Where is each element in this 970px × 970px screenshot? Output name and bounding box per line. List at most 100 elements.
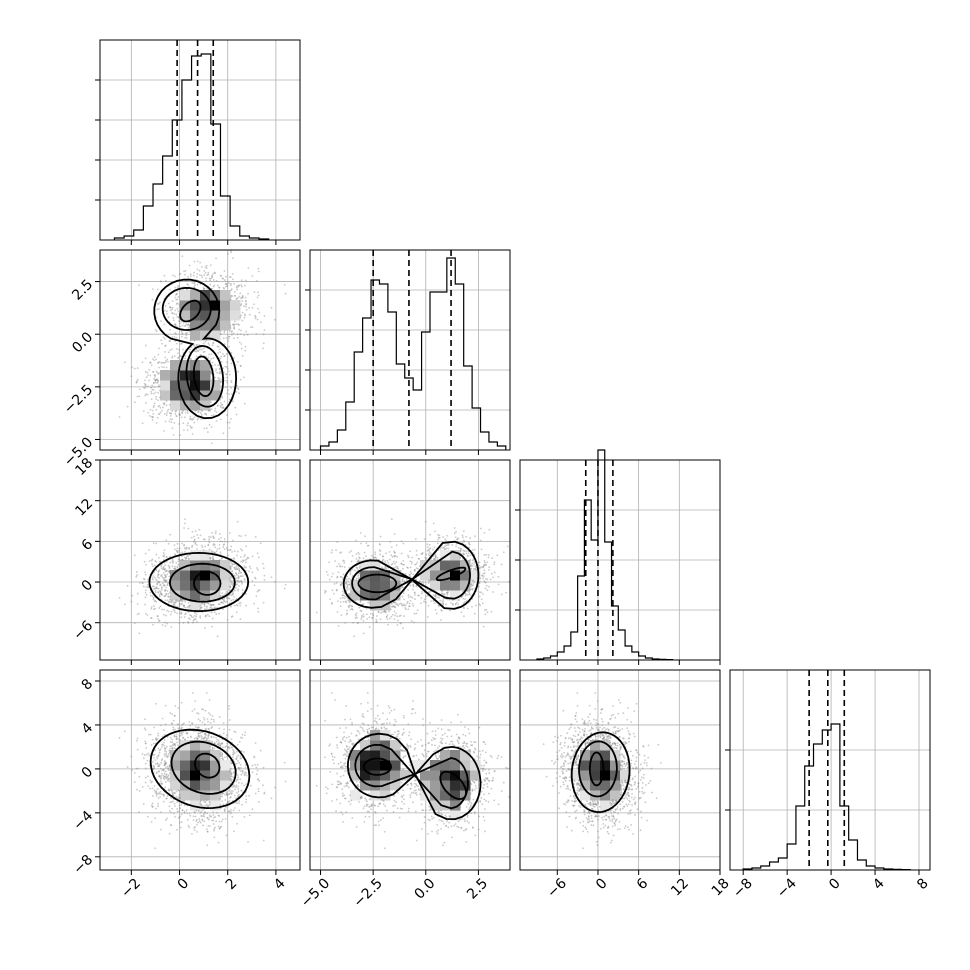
sample-point	[185, 557, 188, 560]
sample-point	[343, 561, 346, 564]
panel-frame	[309, 459, 511, 661]
sample-point	[171, 807, 174, 810]
sample-point	[594, 707, 597, 710]
sample-point	[203, 801, 206, 804]
sample-point	[225, 372, 228, 375]
sample-point	[149, 617, 152, 619]
sample-point	[457, 603, 460, 606]
sample-point	[466, 607, 469, 610]
sample-point	[178, 412, 181, 415]
sample-point	[592, 727, 594, 730]
sample-point	[225, 792, 228, 795]
sample-point	[237, 550, 239, 553]
sample-point	[469, 585, 472, 588]
sample-point	[403, 750, 406, 752]
sample-point	[408, 573, 411, 576]
sample-point	[374, 717, 377, 720]
sample-point	[224, 379, 227, 382]
sample-point	[245, 798, 248, 801]
sample-point	[222, 758, 225, 761]
density-cell	[380, 750, 391, 761]
sample-point	[218, 286, 221, 289]
sample-point	[255, 333, 258, 335]
sample-point	[163, 568, 166, 571]
sample-point	[243, 559, 245, 562]
sample-point	[421, 753, 424, 755]
sample-point	[545, 775, 548, 778]
sample-point	[144, 718, 146, 721]
sample-point	[347, 782, 349, 785]
sample-point	[634, 781, 636, 784]
sample-point	[588, 812, 591, 814]
sample-point	[164, 723, 167, 726]
sample-point	[190, 358, 193, 361]
sample-point	[191, 546, 193, 548]
sample-point	[165, 753, 168, 756]
density-cell	[620, 770, 631, 781]
sample-point	[502, 781, 505, 784]
sample-point	[401, 800, 403, 803]
sample-point	[178, 566, 181, 568]
sample-point	[207, 720, 209, 723]
sample-point	[229, 581, 232, 583]
sample-point	[485, 772, 488, 775]
sample-point	[393, 718, 396, 721]
sample-point	[170, 824, 173, 827]
sample-point	[187, 527, 190, 530]
sample-point	[356, 616, 358, 619]
sample-point	[168, 764, 171, 767]
sample-point	[437, 811, 440, 814]
sample-point	[153, 359, 156, 362]
sample-point	[166, 310, 168, 313]
sample-point	[151, 418, 154, 421]
sample-point	[428, 543, 431, 546]
sample-point	[223, 809, 226, 812]
sample-point	[239, 602, 242, 604]
sample-point	[223, 540, 226, 543]
sample-point	[180, 732, 183, 735]
sample-point	[196, 418, 199, 421]
sample-point	[162, 800, 165, 803]
sample-point	[339, 775, 342, 778]
density-cell	[440, 570, 451, 581]
sample-point	[402, 768, 405, 771]
sample-point	[182, 621, 185, 624]
sample-point	[262, 562, 264, 565]
sample-point	[450, 740, 452, 743]
sample-point	[609, 819, 611, 822]
sample-point	[512, 563, 514, 565]
sample-point	[178, 793, 181, 796]
sample-point	[158, 590, 161, 593]
sample-point	[180, 813, 183, 816]
density-cell	[220, 770, 231, 781]
sample-point	[420, 592, 423, 595]
sample-point	[630, 823, 633, 826]
sample-point	[434, 730, 437, 733]
sample-point	[255, 773, 258, 776]
sample-point	[156, 583, 159, 586]
sample-point	[186, 732, 189, 735]
sample-point	[239, 778, 242, 781]
sample-point	[222, 792, 225, 795]
sample-point	[158, 593, 161, 596]
sample-point	[206, 605, 208, 608]
sample-point	[430, 552, 432, 555]
sample-point	[479, 577, 481, 580]
density-cell	[210, 800, 221, 811]
sample-point	[174, 410, 177, 413]
sample-point	[433, 595, 436, 597]
sample-point	[219, 755, 222, 757]
sample-point	[160, 782, 163, 785]
sample-point	[360, 610, 363, 613]
sample-point	[194, 409, 197, 412]
sample-point	[159, 828, 162, 831]
sample-point	[458, 742, 460, 745]
sample-point	[348, 592, 351, 595]
scatter-points	[118, 518, 287, 638]
sample-point	[353, 635, 355, 638]
sample-point	[330, 753, 333, 755]
sample-point	[389, 540, 392, 543]
sample-point	[205, 413, 208, 416]
sample-point	[574, 759, 577, 762]
sample-point	[229, 796, 232, 798]
